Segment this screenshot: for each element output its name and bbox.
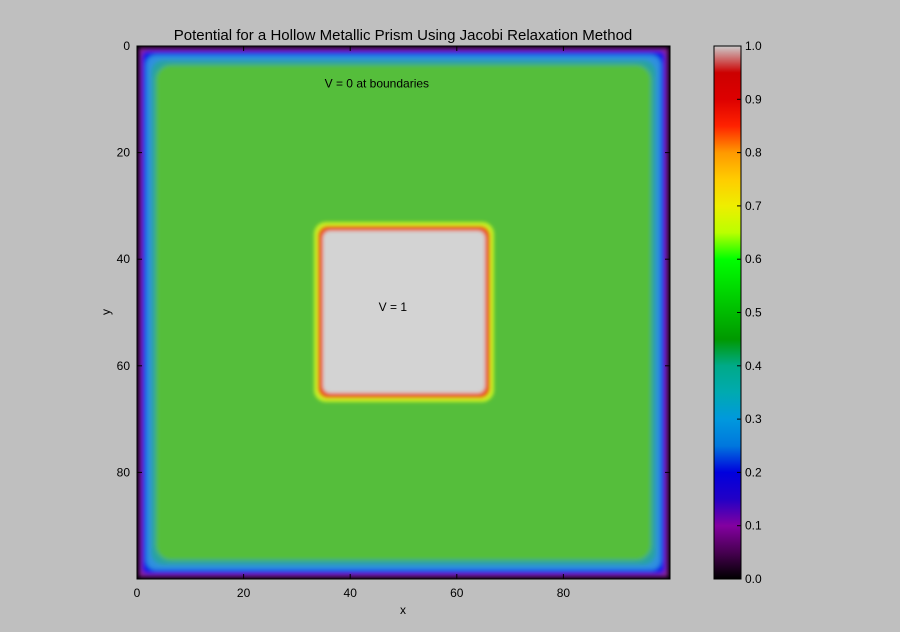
colorbar-tick-label: 0.2 <box>745 465 762 479</box>
chart-title: Potential for a Hollow Metallic Prism Us… <box>174 27 633 44</box>
inner-prism <box>314 222 494 402</box>
colorbar-tick-label: 0.4 <box>745 359 762 373</box>
colorbar-ticks: 0.0 0.1 0.2 0.3 0.4 0.5 0.6 0.7 0.8 0.9 1.0 <box>737 39 762 586</box>
x-tick-label: 40 <box>344 586 358 600</box>
y-tick-label: 40 <box>117 252 131 266</box>
y-axis-label: y <box>99 309 113 315</box>
y-axis-ticks: 0 20 40 60 80 <box>117 39 670 479</box>
y-tick-label: 60 <box>117 359 131 373</box>
annotation-prism: V = 1 <box>379 300 408 314</box>
y-tick-label: 20 <box>117 146 131 160</box>
colorbar-tick-label: 0.0 <box>745 572 762 586</box>
annotation-boundary: V = 0 at boundaries <box>325 76 429 90</box>
plot-frame <box>136 45 671 580</box>
colorbar-tick-label: 0.5 <box>745 306 762 320</box>
colorbar-tick-label: 0.7 <box>745 199 762 213</box>
colorbar-tick-label: 0.3 <box>745 412 762 426</box>
y-tick-label: 0 <box>123 39 130 53</box>
y-tick-label: 80 <box>117 465 131 479</box>
colorbar-tick-label: 0.6 <box>745 252 762 266</box>
colorbar: 0.0 0.1 0.2 0.3 0.4 0.5 0.6 0.7 0.8 0.9 1.0 <box>713 39 762 586</box>
colorbar-gradient <box>713 45 742 580</box>
x-axis-ticks: 0 20 40 60 80 <box>134 46 571 600</box>
x-tick-label: 80 <box>557 586 571 600</box>
colorbar-tick-label: 1.0 <box>745 39 762 53</box>
x-axis-label: x <box>400 603 406 617</box>
x-tick-label: 0 <box>134 586 141 600</box>
colorbar-tick-label: 0.9 <box>745 92 762 106</box>
x-tick-label: 20 <box>237 586 251 600</box>
x-tick-label: 60 <box>450 586 464 600</box>
prism-fill <box>323 231 485 393</box>
colorbar-tick-label: 0.1 <box>745 519 762 533</box>
heatmap <box>137 46 670 579</box>
colorbar-tick-label: 0.8 <box>745 146 762 160</box>
